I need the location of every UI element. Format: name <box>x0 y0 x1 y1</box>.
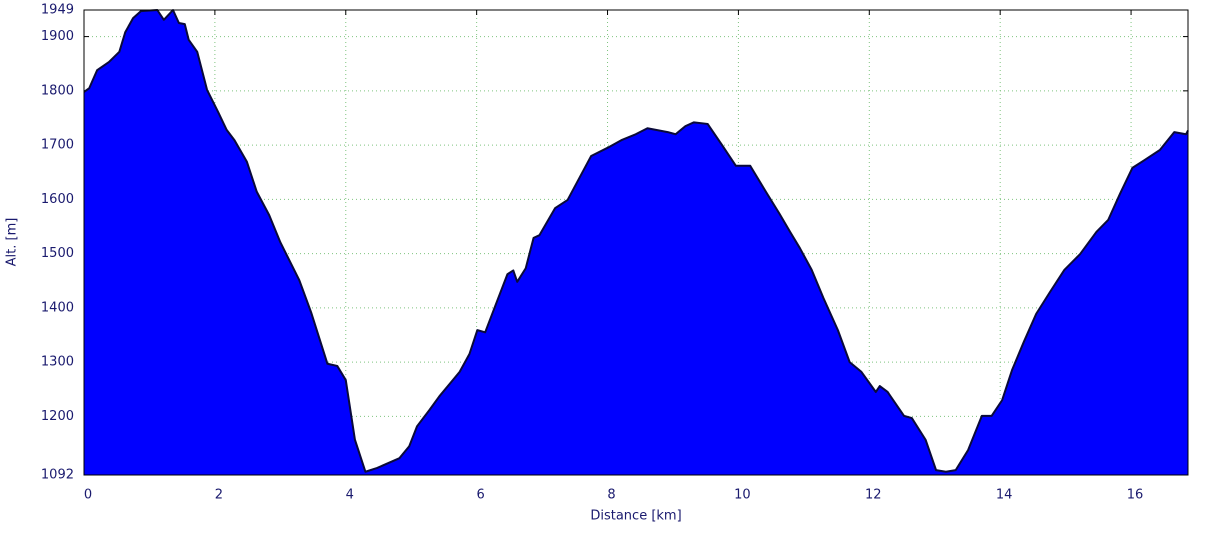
y-tick-label: 1092 <box>41 468 74 483</box>
y-tick-label: 1949 <box>41 3 74 18</box>
y-tick-label: 1900 <box>41 29 74 44</box>
x-tick-label: 10 <box>734 488 751 503</box>
x-tick-label: 16 <box>1127 488 1144 503</box>
y-tick-label: 1400 <box>41 300 74 315</box>
y-tick-label: 1800 <box>41 83 74 98</box>
line <box>83 9 1189 473</box>
x-axis-label: Distance [km] <box>590 509 681 524</box>
y-tick-label: 1200 <box>41 409 74 424</box>
plot-border <box>83 9 1189 476</box>
x-tick-label: 4 <box>346 488 354 503</box>
y-tick-label: 1500 <box>41 246 74 261</box>
x-tick-label: 8 <box>607 488 615 503</box>
area <box>84 10 1188 475</box>
y-tick-label: 1600 <box>41 192 74 207</box>
x-tick-label: 12 <box>865 488 882 503</box>
x-tick-label: 0 <box>84 488 92 503</box>
y-tick-label: 1300 <box>41 355 74 370</box>
y-tick-label: 1700 <box>41 138 74 153</box>
y-axis-label: Alt. [m] <box>5 218 20 267</box>
x-tick-label: 2 <box>215 488 223 503</box>
x-tick-label: 6 <box>477 488 485 503</box>
x-tick-label: 14 <box>996 488 1013 503</box>
